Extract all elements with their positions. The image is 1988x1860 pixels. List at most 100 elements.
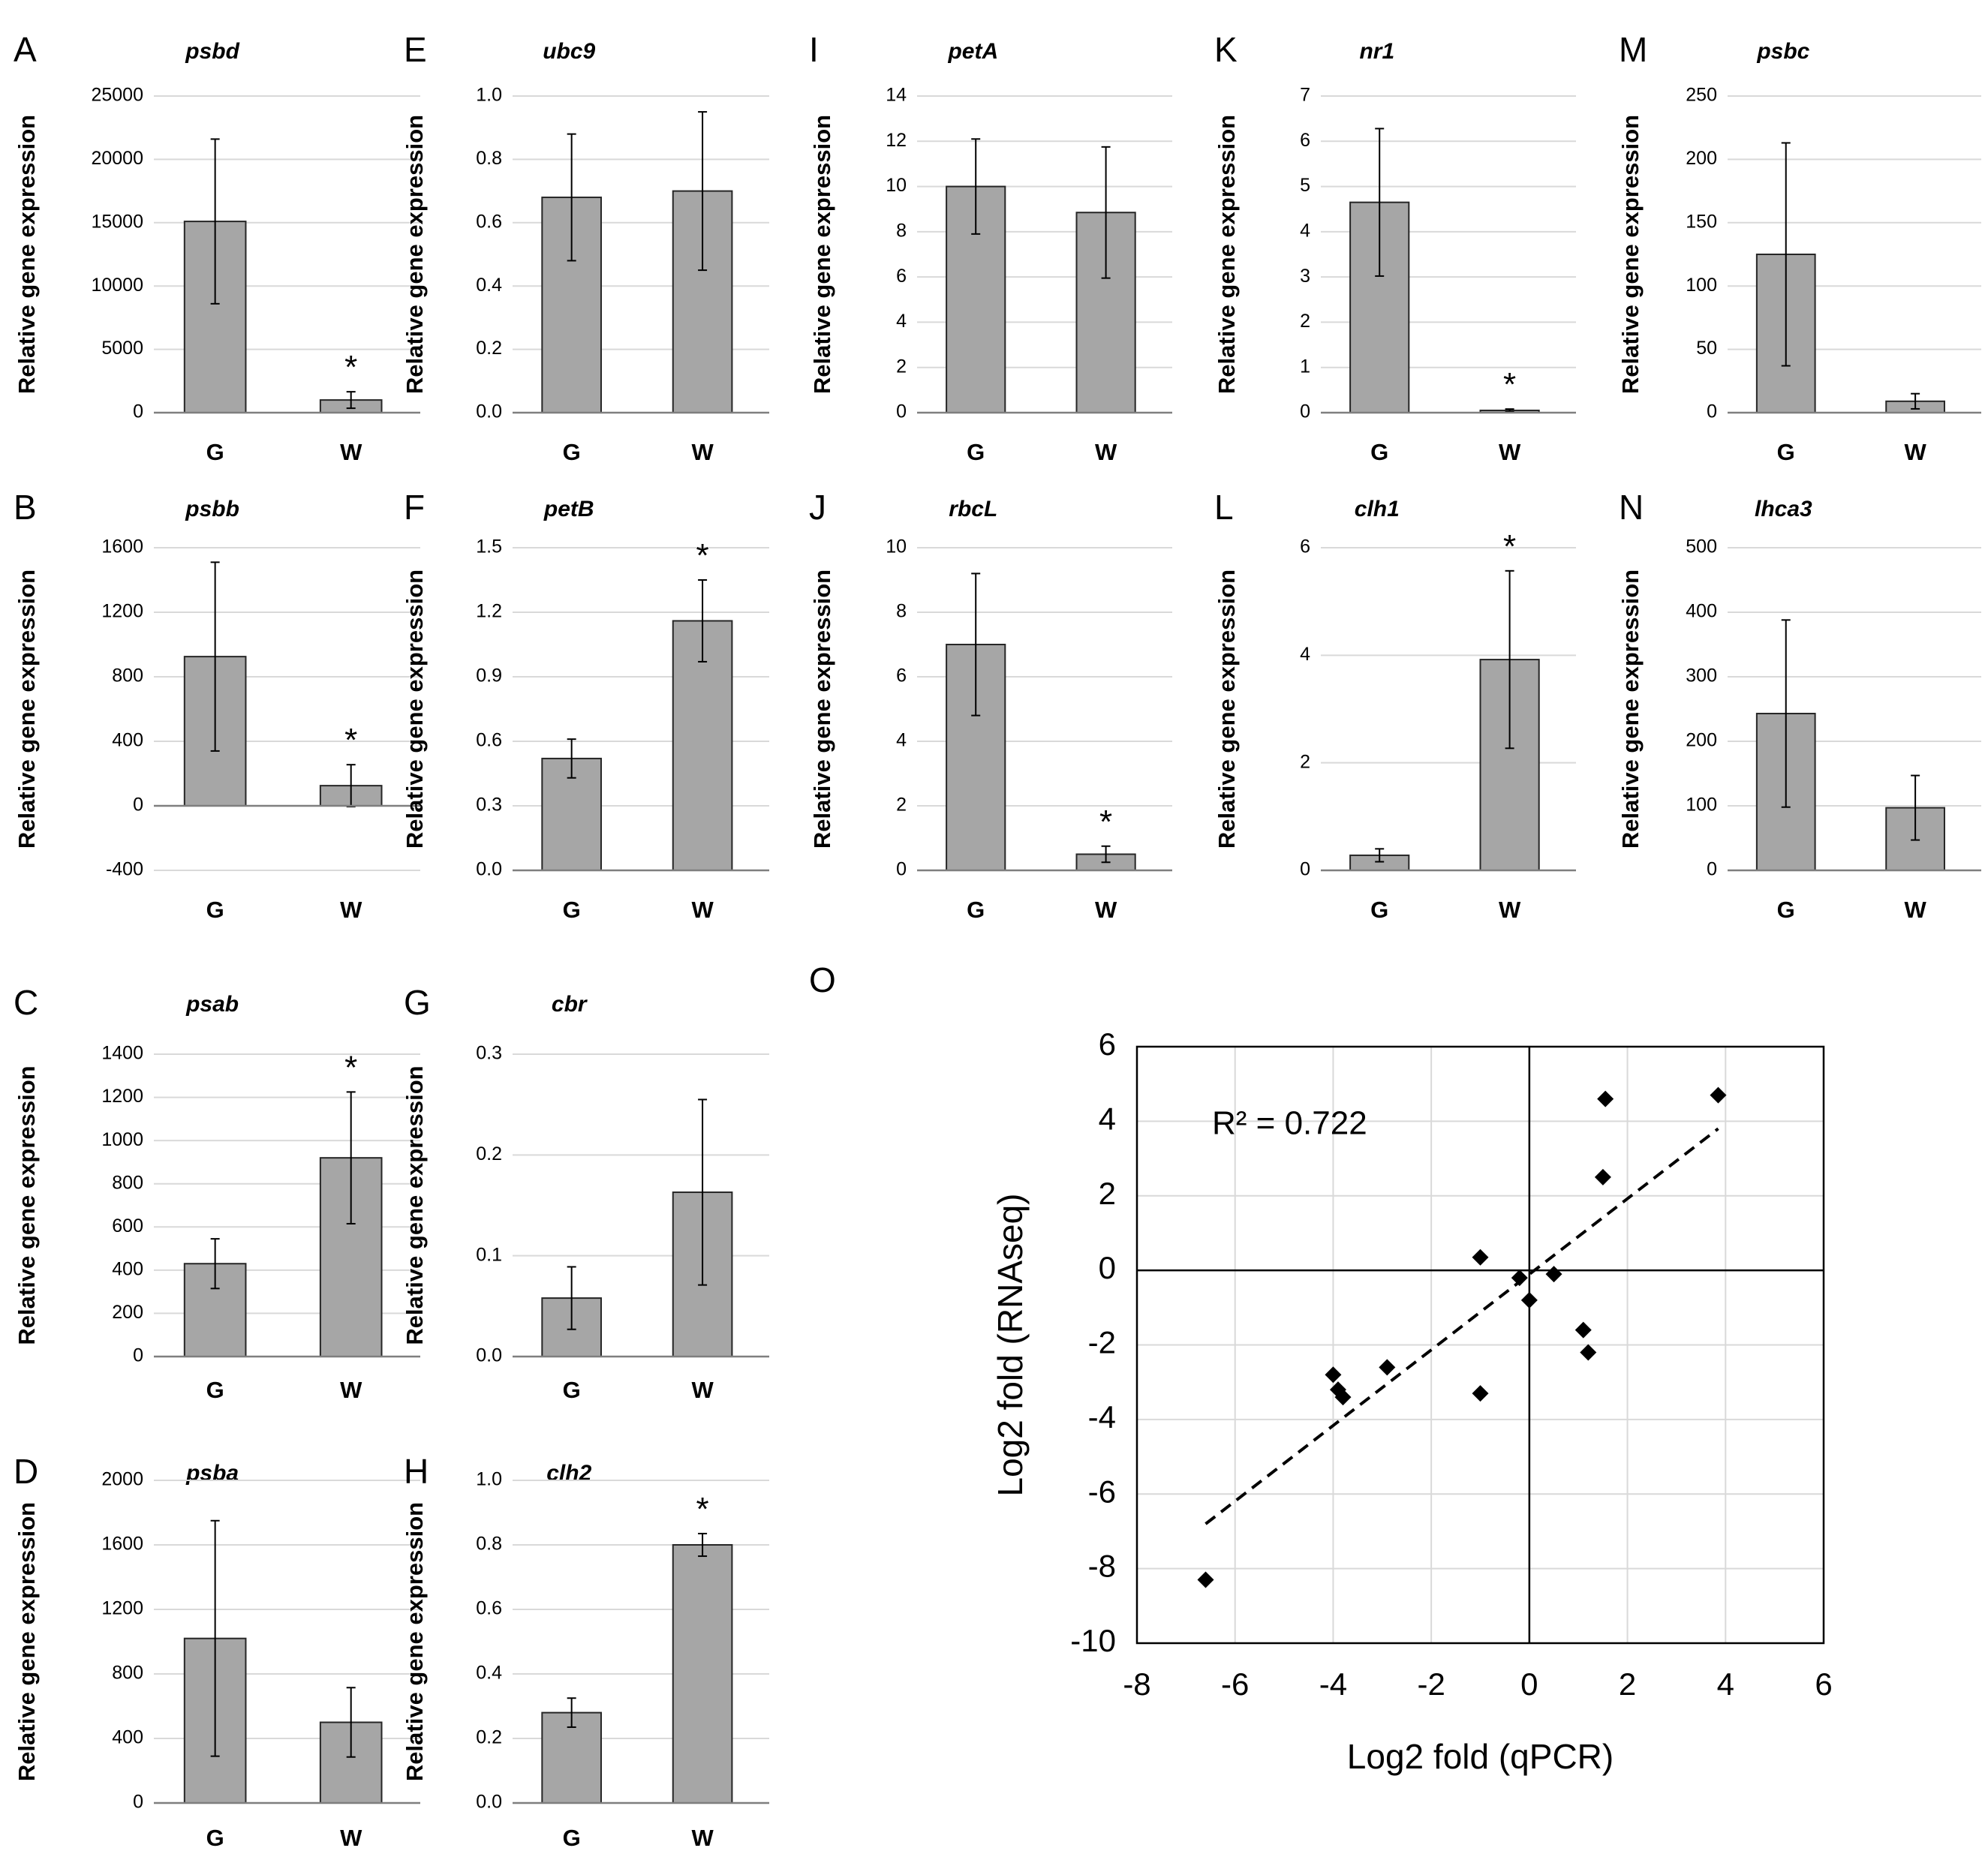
data-point <box>1574 1321 1592 1339</box>
y-tick-label: 2 <box>1300 311 1310 332</box>
y-tick-label: 14 <box>886 85 907 106</box>
y-tick-label: 1 <box>1300 356 1310 377</box>
y-axis-label: Relative gene expression <box>402 1502 428 1781</box>
y-tick-label: -10 <box>1070 1623 1116 1658</box>
y-tick-label: 200 <box>112 1302 143 1323</box>
y-tick-label: 10000 <box>91 275 143 296</box>
y-axis-label: Relative gene expression <box>809 115 835 394</box>
data-point <box>1379 1359 1396 1376</box>
y-tick-label: -8 <box>1088 1549 1116 1584</box>
y-tick-label: 12 <box>886 130 907 151</box>
panel-letter: J <box>809 488 826 527</box>
y-tick-label: 0.9 <box>476 666 502 687</box>
y-tick-label: 20000 <box>91 148 143 169</box>
x-category-label: W <box>691 1377 714 1403</box>
y-tick-label: 100 <box>1686 795 1717 816</box>
x-tick-label: 6 <box>1815 1666 1832 1702</box>
y-axis-label: Relative gene expression <box>402 115 428 394</box>
x-category-label: G <box>1777 439 1795 465</box>
y-tick-label: 2 <box>896 356 907 377</box>
y-tick-label: 0 <box>133 795 143 816</box>
significance-star: * <box>696 537 709 574</box>
y-tick-label: 0.0 <box>476 859 502 880</box>
panel-letter: H <box>404 1452 429 1491</box>
data-point <box>1325 1366 1342 1384</box>
significance-star: * <box>1503 366 1516 403</box>
x-category-label: W <box>340 897 362 923</box>
y-axis-label: Relative gene expression <box>14 1065 40 1345</box>
gene-title: cbr <box>552 992 588 1017</box>
y-tick-label: 0.6 <box>476 211 502 232</box>
y-tick-label: 1.5 <box>476 536 502 557</box>
y-axis-label: Relative gene expression <box>402 1065 428 1345</box>
y-tick-label: 0.6 <box>476 730 502 751</box>
y-tick-label: 800 <box>112 1663 143 1684</box>
y-tick-label: 0.0 <box>476 401 502 422</box>
x-category-label: W <box>1095 897 1117 923</box>
x-category-label: W <box>1904 439 1926 465</box>
x-category-label: W <box>1499 439 1521 465</box>
significance-star: * <box>1099 804 1112 840</box>
y-tick-label: 0.4 <box>476 275 502 296</box>
y-tick-label: 1000 <box>101 1129 143 1150</box>
y-axis-label: Relative gene expression <box>1214 115 1240 394</box>
data-point <box>1520 1291 1538 1309</box>
y-axis-label: Relative gene expression <box>402 569 428 849</box>
gene-title: psbb <box>185 497 239 521</box>
y-tick-label: 0 <box>896 401 907 422</box>
y-tick-label: 150 <box>1686 211 1717 232</box>
data-point <box>1580 1344 1597 1361</box>
y-axis-label: Relative gene expression <box>809 569 835 849</box>
y-tick-label: 200 <box>1686 730 1717 751</box>
significance-star: * <box>344 722 357 759</box>
bar <box>672 1544 733 1804</box>
y-tick-label: 1200 <box>101 1086 143 1107</box>
y-tick-label: 600 <box>112 1215 143 1236</box>
y-tick-label: 10 <box>886 175 907 196</box>
y-tick-label: 5 <box>1300 175 1310 196</box>
y-tick-label: 0.6 <box>476 1598 502 1619</box>
panel-letter: D <box>14 1452 38 1491</box>
x-category-label: W <box>691 1825 714 1851</box>
y-tick-label: 0.4 <box>476 1663 502 1684</box>
y-tick-label: 0.2 <box>476 338 502 359</box>
y-tick-label: 250 <box>1686 85 1717 106</box>
y-tick-label: 0.2 <box>476 1727 502 1748</box>
x-tick-label: 2 <box>1619 1666 1636 1702</box>
data-point <box>1545 1266 1562 1283</box>
y-tick-label: 7 <box>1300 85 1310 106</box>
trendline <box>1205 1127 1719 1525</box>
y-tick-label: 6 <box>896 666 907 687</box>
x-category-label: G <box>206 897 224 923</box>
y-tick-label: 10 <box>886 536 907 557</box>
x-tick-label: 0 <box>1520 1666 1538 1702</box>
x-category-label: G <box>563 439 581 465</box>
panel-letter: A <box>14 30 37 69</box>
y-tick-label: 400 <box>112 730 143 751</box>
y-tick-label: 6 <box>896 266 907 287</box>
y-tick-label: 2000 <box>101 1469 143 1490</box>
gene-title: ubc9 <box>543 39 595 64</box>
x-category-label: G <box>563 897 581 923</box>
y-tick-label: 1.2 <box>476 601 502 622</box>
y-tick-label: 3 <box>1300 266 1310 287</box>
gene-title: petA <box>947 39 998 64</box>
y-tick-label: 15000 <box>91 211 143 232</box>
panel-letter: C <box>14 983 38 1022</box>
y-axis-label: Relative gene expression <box>1617 569 1644 849</box>
y-axis-label: Relative gene expression <box>14 1502 40 1781</box>
x-category-label: G <box>563 1825 581 1851</box>
x-category-label: G <box>967 897 985 923</box>
y-tick-label: 0.8 <box>476 1534 502 1555</box>
x-category-label: G <box>1370 897 1388 923</box>
y-tick-label: 2 <box>1099 1176 1116 1211</box>
